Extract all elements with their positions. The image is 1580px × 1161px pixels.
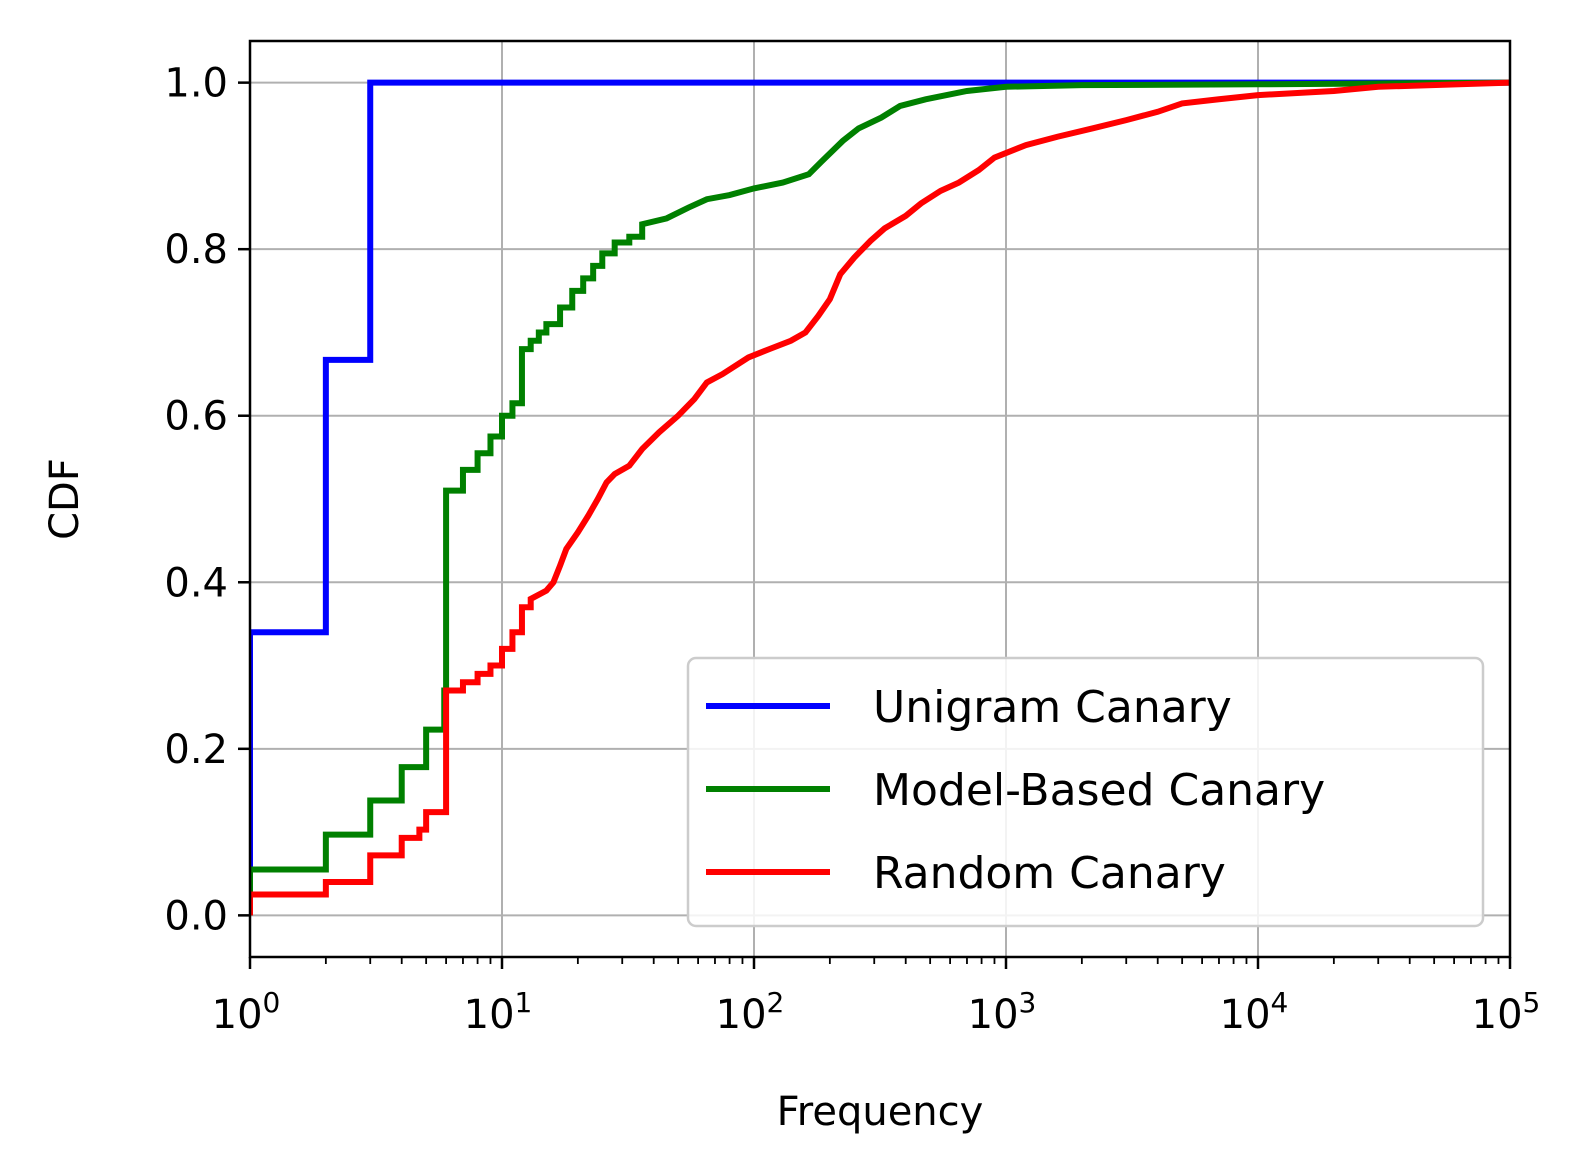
legend-label: Model-Based Canary [873, 765, 1325, 816]
axis-ticks [238, 81, 1512, 969]
y-tick-label: 0.0 [164, 893, 228, 939]
y-tick-labels: 0.0 0.2 0.4 0.6 0.8 1.0 [164, 61, 228, 940]
y-axis-label: CDF [42, 458, 88, 540]
x-tick-label: 100 [212, 986, 281, 1038]
x-tick-label: 101 [464, 986, 533, 1038]
plot-frame [248, 39, 1512, 959]
legend-box [686, 656, 1485, 928]
x-tick-labels: 100 101 102 103 104 105 [212, 986, 1541, 1038]
x-axis-label: Frequency [777, 1089, 984, 1135]
series-layer [250, 79, 1510, 916]
legend: Unigram Canary Model-Based Canary Random C… [686, 656, 1485, 928]
y-tick-label: 0.4 [164, 560, 228, 606]
legend-label: Random Canary [873, 848, 1226, 899]
y-tick-label: 0.6 [164, 394, 228, 440]
x-tick-label: 103 [968, 986, 1037, 1038]
y-tick-label: 0.8 [164, 227, 228, 273]
y-tick-label: 0.2 [164, 727, 228, 773]
legend-label: Unigram Canary [873, 682, 1232, 733]
x-tick-label: 102 [716, 986, 785, 1038]
x-tick-label: 104 [1220, 986, 1289, 1038]
series-line-random-canary [250, 79, 1510, 916]
y-tick-label: 1.0 [164, 61, 228, 107]
x-tick-label: 105 [1472, 986, 1541, 1038]
series-line-unigram-canary [250, 79, 1510, 916]
